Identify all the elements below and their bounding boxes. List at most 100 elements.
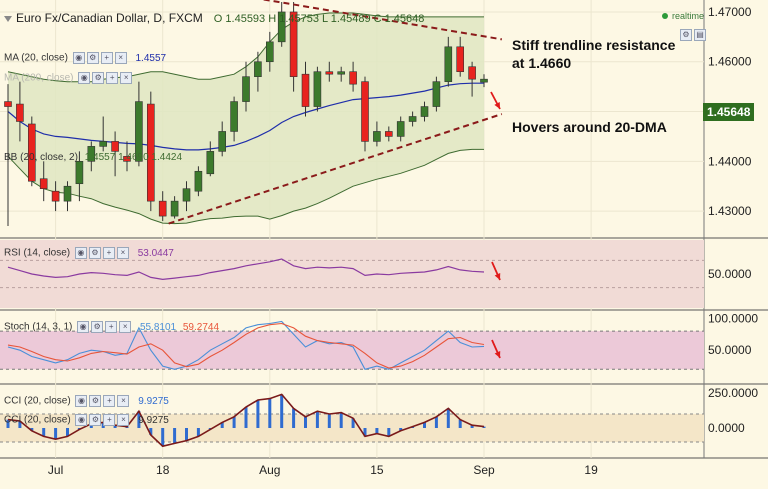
settings-icon[interactable]: ⚙ bbox=[92, 72, 105, 84]
collapse-icon[interactable] bbox=[4, 16, 12, 22]
candle bbox=[147, 91, 155, 212]
stoch-legend: Stoch (14, 3, 1) ◉ ⚙ + × 55.8101 59.2744 bbox=[4, 321, 219, 333]
cci-bar bbox=[304, 416, 307, 428]
candle-body bbox=[158, 200, 167, 217]
candle bbox=[420, 101, 429, 122]
candle bbox=[325, 61, 334, 82]
candle bbox=[16, 81, 24, 142]
stoch-d-line bbox=[7, 322, 485, 369]
cci-bar bbox=[185, 428, 188, 441]
candle-body bbox=[147, 103, 155, 202]
cci-tick-label: 0.0000 bbox=[708, 421, 745, 435]
add-icon[interactable]: + bbox=[103, 414, 116, 426]
candle bbox=[75, 151, 84, 202]
cci-bar bbox=[268, 398, 272, 428]
candle bbox=[301, 61, 310, 117]
eye-icon[interactable]: ◉ bbox=[72, 52, 85, 64]
cci-bar bbox=[327, 414, 331, 428]
ma20-line bbox=[7, 82, 484, 151]
candle-body bbox=[265, 41, 274, 63]
price-tick-label: 1.47000 bbox=[708, 5, 752, 19]
candle-body bbox=[16, 103, 24, 122]
time-tick-label: Sep bbox=[473, 463, 495, 477]
cci-value-2: 9.9275 bbox=[138, 414, 169, 426]
candle-body bbox=[444, 46, 453, 82]
settings-icon[interactable]: ⚙ bbox=[86, 52, 99, 64]
candle bbox=[313, 66, 322, 112]
cci-bar bbox=[339, 412, 343, 428]
trendlines bbox=[168, 0, 503, 225]
add-icon[interactable]: + bbox=[103, 395, 116, 407]
candle-body bbox=[373, 131, 381, 142]
rsi-label: RSI (14, close) bbox=[4, 247, 71, 259]
cci-bar bbox=[399, 428, 403, 431]
candle bbox=[432, 76, 441, 112]
cci-bar bbox=[423, 422, 426, 428]
candle-body bbox=[39, 178, 48, 190]
candle-body bbox=[99, 141, 107, 147]
candle-body bbox=[313, 71, 322, 107]
candle-body bbox=[480, 78, 488, 83]
price-tick-label: 1.43000 bbox=[708, 204, 752, 218]
cci-bar bbox=[458, 419, 462, 428]
support-trendline bbox=[168, 113, 503, 225]
stoch-arrow-head bbox=[494, 351, 501, 358]
settings-icon[interactable]: ⚙ bbox=[91, 321, 104, 333]
candle-body bbox=[468, 66, 476, 80]
candle bbox=[135, 81, 143, 167]
price-tick-label: 1.44000 bbox=[708, 154, 752, 168]
close-icon[interactable]: × bbox=[117, 395, 130, 407]
add-icon[interactable]: + bbox=[105, 321, 118, 333]
candle-body bbox=[420, 106, 429, 117]
time-tick-label: Jul bbox=[48, 463, 63, 477]
candle-body bbox=[277, 11, 286, 43]
eye-icon[interactable]: ◉ bbox=[75, 414, 88, 426]
realtime-indicator: realtime bbox=[662, 11, 704, 21]
candle bbox=[444, 36, 453, 87]
settings-icon[interactable]: ⚙ bbox=[89, 395, 102, 407]
candle bbox=[396, 116, 405, 142]
close-icon[interactable]: × bbox=[116, 247, 129, 259]
price-arrow-head bbox=[494, 102, 500, 109]
candle-body bbox=[301, 73, 310, 107]
eye-icon[interactable]: ◉ bbox=[74, 247, 87, 259]
candle bbox=[337, 66, 346, 82]
add-icon[interactable]: + bbox=[106, 72, 119, 84]
eye-icon[interactable]: ◉ bbox=[75, 395, 88, 407]
eye-icon[interactable]: ◉ bbox=[78, 72, 91, 84]
cci-legend-2: CCI (20, close) ◉ ⚙ + × 9.9275 bbox=[4, 414, 169, 426]
candle-body bbox=[182, 188, 191, 202]
ma20-legend: MA (20, close) ◉ ⚙ + × 1.4557 bbox=[4, 52, 166, 64]
close-icon[interactable]: × bbox=[120, 72, 133, 84]
ma20-value: 1.4557 bbox=[135, 52, 167, 64]
settings-icon[interactable]: ⚙ bbox=[88, 247, 101, 259]
candle bbox=[51, 181, 60, 212]
candle bbox=[480, 74, 488, 88]
bb-legend: BB (20, close, 2) 1.4557 1.4690 1.4424 bbox=[4, 152, 182, 163]
resistance-trendline bbox=[260, 0, 503, 41]
cci-bar bbox=[351, 418, 355, 428]
cci-value: 9.9275 bbox=[138, 395, 169, 407]
close-icon[interactable]: × bbox=[117, 414, 130, 426]
add-icon[interactable]: + bbox=[100, 52, 113, 64]
cci-bar bbox=[315, 411, 319, 428]
candle-body bbox=[289, 11, 298, 77]
close-icon[interactable]: × bbox=[119, 321, 132, 333]
eye-icon[interactable]: ◉ bbox=[77, 321, 90, 333]
candle bbox=[99, 116, 107, 152]
stoch-k-value: 55.8101 bbox=[139, 321, 177, 333]
rsi-tick-label: 50.0000 bbox=[708, 267, 752, 281]
close-icon[interactable]: × bbox=[114, 52, 127, 64]
settings-icon[interactable]: ⚙ bbox=[89, 414, 102, 426]
candle bbox=[123, 141, 131, 172]
layout-icon[interactable]: ▤ bbox=[694, 28, 706, 41]
stoch-label: Stoch (14, 3, 1) bbox=[4, 321, 73, 333]
cci-bar bbox=[434, 416, 438, 428]
candle bbox=[468, 61, 476, 97]
chart-buttons: ⚙ ▤ bbox=[678, 26, 706, 44]
add-icon[interactable]: + bbox=[102, 247, 115, 259]
bb-label: BB (20, close, 2) bbox=[4, 152, 78, 163]
settings-icon[interactable]: ⚙ bbox=[680, 28, 692, 41]
candle-body bbox=[396, 121, 405, 137]
candle bbox=[27, 116, 36, 187]
